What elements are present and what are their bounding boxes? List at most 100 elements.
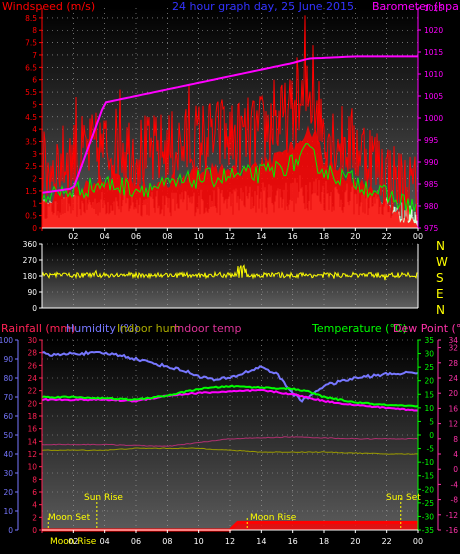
dir-y-tick-label: 0 [32, 304, 37, 313]
compass-w: W [436, 255, 448, 269]
rain-y-tick-label: 4 [32, 501, 37, 510]
dir-y-tick-label: 180 [23, 272, 38, 281]
temp-x-tick-label: 16 [288, 537, 298, 546]
temperature-title: Temperature (°C) [311, 322, 407, 335]
wind-direction-line [41, 264, 418, 281]
baro-y-tick-label: 1005 [424, 92, 443, 101]
temp-x-tick-label: 12 [225, 537, 235, 546]
dew-y-tick-label: -16 [446, 526, 458, 535]
temp-x-tick-label: 18 [319, 537, 329, 546]
wind-gust-line [41, 143, 417, 215]
humidity-y-tick-label: 30 [3, 469, 13, 478]
humidity-y-tick-label: 90 [3, 355, 13, 364]
baro-y-tick-label: 1020 [424, 26, 443, 35]
temp-y-tick-label: 5 [429, 417, 434, 426]
wind-title: Windspeed (m/s) [2, 0, 95, 13]
wind-y-tick-label: 3 [32, 150, 37, 159]
dew-y-tick-label: 12 [448, 420, 458, 429]
compass-s: S [436, 271, 444, 285]
dew-y-tick-label: -4 [451, 480, 459, 489]
wind-y-tick-label: 6 [32, 76, 37, 85]
humidity-y-tick-label: 20 [3, 488, 13, 497]
dir-y-tick-label: 270 [23, 256, 38, 265]
rain-title: Rainfall (mm) [1, 322, 75, 335]
baro-y-tick-label: 975 [424, 224, 439, 233]
wind-y-tick-label: 6.5 [25, 63, 37, 72]
wind-y-tick-label: 2.5 [25, 162, 37, 171]
baro-y-tick-label: 1015 [424, 48, 443, 57]
temp-y-tick-label: -25 [422, 499, 434, 508]
rain-y-tick-label: 6 [32, 488, 37, 497]
rain-y-tick-label: 16 [27, 425, 37, 434]
temp-y-tick-label: -10 [422, 458, 434, 467]
sun-set-label: Sun Set [386, 493, 421, 503]
indoor-temp-line [41, 436, 419, 447]
baro-y-tick-label: 985 [424, 180, 439, 189]
temp-y-tick-label: 0 [429, 431, 434, 440]
dir-y-tick-label: 360 [23, 240, 38, 249]
dew-y-tick-label: 16 [448, 404, 458, 413]
wind-y-tick-label: 0 [32, 224, 37, 233]
wind-y-tick-label: 0.5 [25, 212, 37, 221]
wind-x-tick-label: 02 [68, 232, 78, 241]
barometer-line [41, 55, 418, 194]
dew-y-tick-label: -12 [446, 511, 458, 520]
temp-y-tick-label: 35 [424, 336, 434, 345]
temp-y-tick-label: -35 [422, 526, 434, 535]
baro-title: Barometer (hpa) [372, 0, 460, 13]
rain-y-tick-label: 30 [27, 336, 37, 345]
humidity-y-tick-label: 70 [3, 393, 13, 402]
wind-x-tick-label: 10 [194, 232, 204, 241]
wind-y-tick-label: 1.5 [25, 187, 37, 196]
humidity-y-tick-label: 100 [0, 336, 13, 345]
graph-title: 24 hour graph day, 25 June 2015 [172, 0, 354, 13]
wind-x-tick-label: 22 [382, 232, 392, 241]
dewpoint-title: Dew Point (°C) [393, 322, 460, 335]
moon-set-label: Moon Set [48, 513, 91, 523]
temp-y-tick-label: 20 [424, 377, 434, 386]
temp-y-tick-label: 30 [424, 350, 434, 359]
temp-x-tick-label: 10 [194, 537, 204, 546]
indoor-hum-title: Indoor hum [117, 322, 180, 335]
baro-y-tick-label: 980 [424, 202, 439, 211]
temp-y-tick-label: -15 [422, 472, 434, 481]
wind-x-tick-label: 04 [100, 232, 110, 241]
wind-x-tick-label: 16 [288, 232, 298, 241]
indoor-humidity-line [41, 447, 419, 455]
temp-x-tick-label: 22 [382, 537, 392, 546]
wind-x-tick-label: 08 [162, 232, 172, 241]
dew-y-tick-label: 0 [453, 465, 458, 474]
dew-y-tick-label: 20 [448, 389, 458, 398]
rain-y-tick-label: 24 [27, 374, 37, 383]
temp-x-tick-label: 02 [68, 537, 78, 546]
dew-y-tick-label: 34 [448, 336, 458, 345]
dewpoint-line [41, 388, 419, 412]
wind-x-tick-label: 20 [350, 232, 360, 241]
dew-y-tick-label: 24 [448, 374, 458, 383]
sun-rise-label: Sun Rise [84, 493, 123, 503]
wind-y-tick-label: 8.5 [25, 14, 37, 23]
baro-y-tick-label: 990 [424, 158, 439, 167]
dew-y-tick-label: 32 [448, 344, 458, 353]
rain-y-tick-label: 28 [27, 349, 37, 358]
wind-x-tick-label: 18 [319, 232, 329, 241]
indoor-temp-title: Indoor temp [174, 322, 241, 335]
rain-y-tick-label: 8 [32, 475, 37, 484]
moon-rise-label: Moon Rise [250, 513, 297, 523]
temp-x-tick-label: 14 [256, 537, 266, 546]
temp-x-tick-label: 04 [100, 537, 110, 546]
temp-y-tick-label: 25 [424, 363, 434, 372]
baro-y-tick-label: 1000 [424, 114, 443, 123]
wind-y-tick-label: 2 [32, 175, 37, 184]
wind-x-tick-label: 00 [413, 232, 423, 241]
wind-y-tick-label: 7.5 [25, 39, 37, 48]
dew-y-tick-label: 28 [448, 359, 458, 368]
rain-y-tick-label: 12 [27, 450, 37, 459]
temperature-line [41, 384, 419, 408]
direction-panel [42, 244, 418, 308]
temp-y-tick-label: 10 [424, 404, 434, 413]
baro-y-tick-label: 1025 [424, 4, 443, 13]
rain-y-tick-label: 22 [27, 387, 37, 396]
